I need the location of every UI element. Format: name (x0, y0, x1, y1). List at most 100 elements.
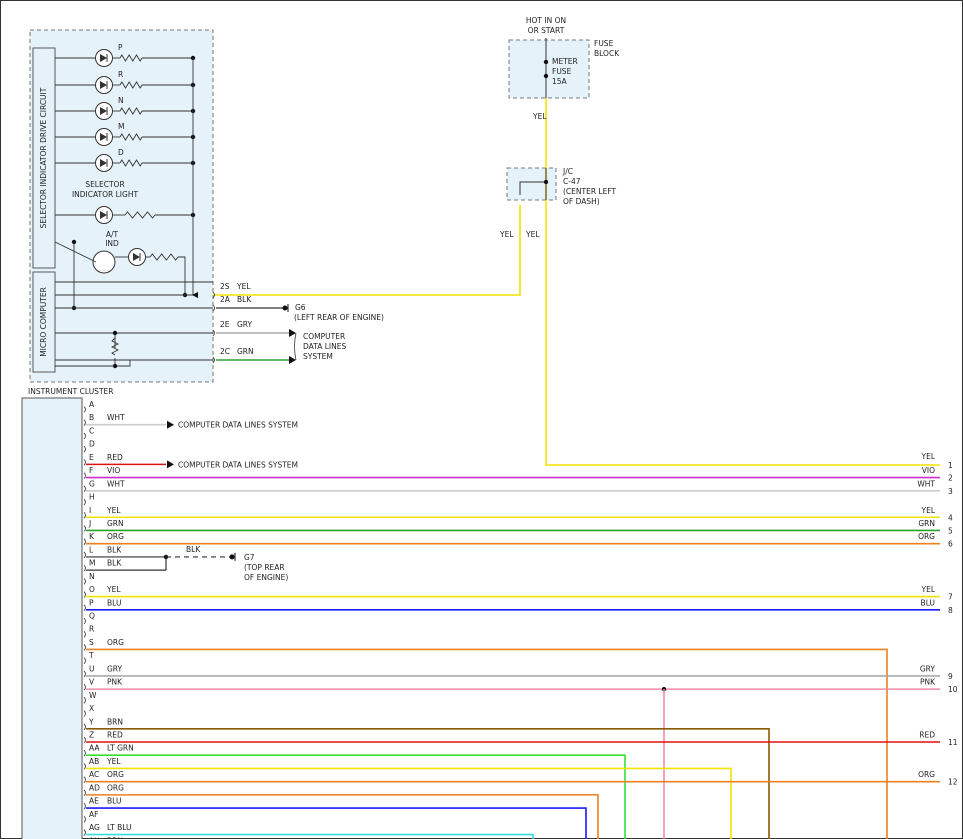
wire-label: BLK (107, 545, 122, 554)
connector-pin-label: 2A (220, 295, 231, 304)
arrow (289, 329, 296, 337)
wire-label: ORG (107, 783, 124, 792)
g7-label: G7 (244, 553, 255, 562)
wire-label: GRY (237, 320, 253, 329)
led-label: M (118, 122, 124, 131)
wire-number: 6 (948, 540, 953, 549)
pin-label: R (89, 625, 94, 634)
connector-pin (83, 511, 86, 519)
wire-out-label: YEL (921, 585, 936, 594)
wire-out-label: YEL (921, 506, 936, 515)
pin-label: Z (89, 731, 94, 740)
data-lines-label: SYSTEM (303, 352, 333, 361)
wire-label: YEL (106, 757, 121, 766)
connector-pin (212, 304, 215, 312)
pin-label: C (89, 426, 94, 435)
wire-label: YEL (106, 506, 121, 515)
wire-label: YEL (525, 230, 540, 239)
resistor (119, 159, 143, 167)
wire-label: ORG (107, 532, 124, 541)
fuse-block (508, 39, 590, 99)
connector-pin (83, 749, 86, 757)
led-diode (100, 54, 107, 62)
fuse-block-label: BLOCK (594, 49, 620, 58)
connector-pin (212, 329, 215, 337)
connector-pin (83, 419, 86, 427)
connector-pin (83, 657, 86, 664)
wire-label: BRN (107, 717, 123, 726)
connector-pin-label: 2E (220, 320, 230, 329)
wire (86, 807, 587, 839)
g6-label: G6 (295, 303, 306, 312)
connector-pin (83, 816, 86, 823)
pin-label: AB (89, 757, 99, 766)
data-lines-label: DATA LINES (303, 342, 346, 351)
circuit-line (54, 241, 97, 263)
wire-out-label: BLU (921, 598, 935, 607)
yel-wire (213, 205, 521, 296)
led-diode (100, 81, 107, 89)
transistor (92, 250, 116, 274)
wire-number: 2 (948, 474, 953, 483)
fuse-label: FUSE (552, 67, 572, 76)
jc-label: (CENTER LEFT (563, 187, 617, 196)
pin-label: P (89, 598, 94, 607)
wire-label: BLU (107, 598, 121, 607)
connector-pin (83, 432, 86, 440)
wire-label: BLK (186, 545, 201, 554)
wire (86, 648, 888, 839)
at-ind-label: A/T (106, 230, 119, 239)
pin-label: B (89, 413, 94, 422)
connector-pin-label: 2C (220, 347, 230, 356)
pin-label: E (89, 453, 94, 462)
pin-label: Y (88, 717, 94, 726)
pin-label: AE (89, 797, 99, 806)
micro-computer-box (32, 271, 56, 373)
pin-label: D (89, 440, 95, 449)
led-label: P (118, 43, 123, 52)
g6-label: (LEFT REAR OF ENGINE) (294, 313, 384, 322)
pin-label: O (89, 585, 95, 594)
pin-label: AG (89, 823, 100, 832)
led-diode (100, 133, 107, 141)
wire-out-label: GRY (920, 664, 936, 673)
connector-pin (83, 736, 86, 744)
brace (294, 332, 297, 361)
wire (86, 754, 626, 839)
wire-number: 10 (948, 685, 958, 694)
pin-label: V (89, 678, 95, 687)
wire-out-label: YEL (921, 452, 936, 461)
fuse-label: METER (552, 57, 578, 66)
wire-label: YEL (499, 230, 514, 239)
wire-label: WHT (107, 413, 125, 422)
connector-pin (83, 525, 86, 532)
instrument-cluster-box (21, 397, 83, 839)
pin-label: F (89, 466, 93, 475)
connector-pin (83, 683, 86, 691)
pin-label: I (89, 506, 91, 515)
wire-number: 8 (948, 606, 953, 615)
hot-label: OR START (528, 26, 565, 35)
led-diode (133, 253, 140, 261)
hot-label: HOT IN ON (526, 16, 566, 25)
wire-number: 11 (948, 738, 958, 747)
wire-label: YEL (532, 112, 547, 121)
connector-pin (83, 776, 86, 783)
connector-pin (83, 723, 86, 731)
connector-pin (83, 697, 86, 704)
led-diode (100, 107, 107, 115)
wire-out-label: PNK (920, 678, 936, 687)
connector-pin (83, 630, 86, 638)
connector-pin (83, 551, 86, 559)
wire (86, 767, 732, 839)
ground-g7 (229, 554, 235, 560)
pin-label: N (89, 572, 95, 581)
drive-circuit-label: SELECTOR INDICATOR DRIVE CIRCUIT (39, 87, 48, 228)
pin-label: H (89, 493, 95, 502)
resistor (119, 107, 143, 115)
data-lines-label: COMPUTER (303, 332, 345, 341)
connector-pin (83, 445, 86, 453)
resistor (110, 337, 120, 356)
connector-pin (83, 564, 86, 572)
